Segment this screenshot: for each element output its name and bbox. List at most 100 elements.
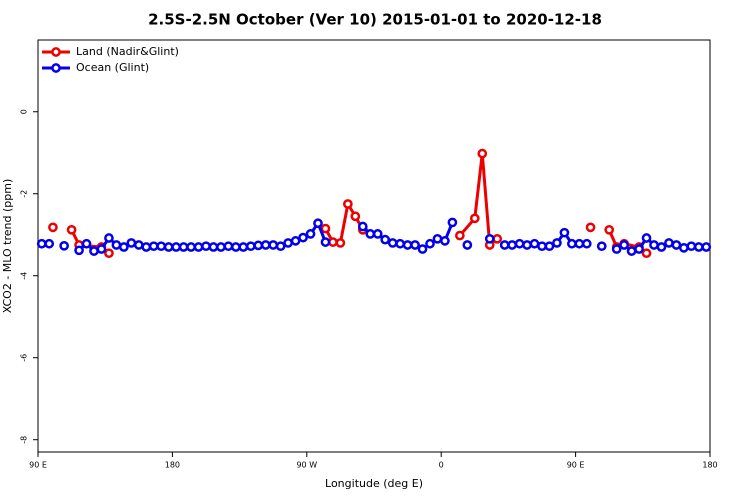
data-point [36,238,47,249]
data-point [477,148,488,159]
data-point [469,213,480,224]
data-point [283,238,293,248]
data-point [216,242,226,252]
data-point [641,248,652,259]
data-point [313,218,323,229]
data-point [679,242,689,253]
data-point [141,242,152,252]
x-tick-label: 90 E [567,461,585,470]
data-point [440,236,450,246]
x-tick-label: 180 [165,461,180,470]
data-point [178,242,189,252]
data-point [133,240,144,250]
data-point [96,244,107,254]
data-point [514,238,525,249]
data-point [574,238,585,249]
data-point [522,240,532,250]
data-point [529,238,540,249]
data-point [81,238,92,249]
y-tick-label: -6 [20,354,29,362]
data-point [432,233,443,244]
chart-title: 2.5S-2.5N October (Ver 10) 2015-01-01 to… [148,11,602,29]
data-point [544,241,555,252]
data-point [59,240,69,251]
data-point [357,221,368,232]
data-point [275,241,286,252]
data-point [193,242,204,252]
data-point [163,242,174,252]
data-point [343,199,353,209]
data-point [305,229,316,239]
data-point [701,242,712,252]
data-point [611,244,622,254]
data-point [417,244,428,254]
x-tick-label: 0 [439,461,444,470]
data-point [231,242,241,252]
data-point [559,227,570,238]
data-point [447,217,458,228]
data-point [290,236,301,246]
data-point [626,246,637,256]
data-point [74,245,84,256]
data-point [671,240,682,250]
data-point [596,241,607,252]
data-point [44,238,55,249]
data-point [48,222,58,233]
data-point [350,211,361,222]
data-point [238,242,249,252]
data-point [372,229,383,239]
y-tick-label: -8 [20,436,29,444]
data-point [641,233,652,243]
data-point [552,238,562,248]
legend-marker [51,63,61,73]
data-point [208,242,219,252]
data-point [268,240,279,250]
data-point [111,240,122,250]
data-point [298,232,308,243]
data-point [119,242,129,252]
data-point [656,242,667,252]
data-point [148,241,159,252]
legend-label: Land (Nadir&Glint) [76,45,179,58]
y-axis-label: XCO2 - MLO trend (ppm) [1,179,14,314]
data-point [634,244,644,254]
legend-label: Ocean (Glint) [76,61,149,74]
data-point [365,229,376,239]
data-point [156,241,167,252]
data-point [484,233,495,244]
data-point [492,233,503,244]
data-point [499,240,510,250]
data-point [320,237,331,247]
x-tick-label: 90 E [29,461,47,470]
data-point [186,242,196,252]
data-point [245,241,256,252]
data-point [66,224,77,235]
data-point [649,240,659,250]
data-point [380,234,391,245]
data-point [387,238,398,248]
data-point [537,241,547,252]
data-point [693,242,704,252]
data-point [585,222,596,233]
y-tick-label: -4 [20,272,29,280]
data-point [686,241,697,252]
data-point [462,240,473,250]
data-point [223,241,234,252]
data-point [507,240,517,250]
x-tick-label: 180 [702,461,717,470]
data-point [260,240,271,250]
data-point [328,237,338,247]
y-tick-label: 0 [20,109,29,114]
data-point [402,240,413,250]
x-tick-label: 90 W [296,461,317,470]
x-axis-label: Longitude (deg E) [325,477,423,490]
data-point [455,230,465,241]
data-point [253,240,264,251]
data-point [567,238,577,249]
data-point [664,238,674,248]
data-point [171,242,181,252]
series-line [458,153,499,248]
data-point [335,238,346,248]
data-point [104,248,114,259]
